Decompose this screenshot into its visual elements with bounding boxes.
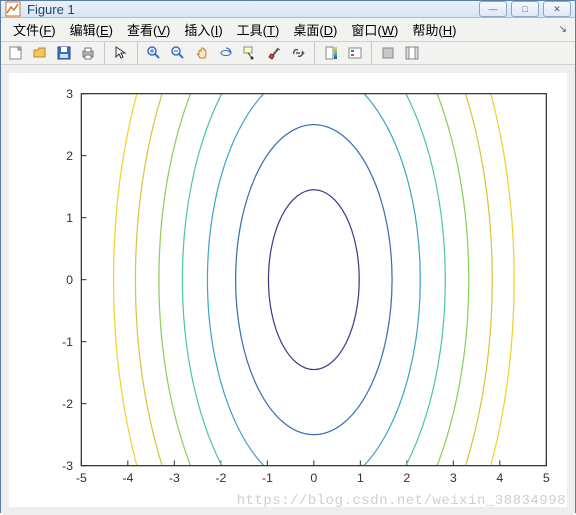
window-controls: — □ ✕ [479, 1, 571, 17]
toolbar-separator [314, 42, 315, 64]
link-button[interactable] [287, 42, 309, 64]
menu-item-i[interactable]: 插入(I) [178, 18, 228, 41]
zoom-in-button[interactable] [143, 42, 165, 64]
app-icon [5, 1, 21, 17]
dock-pin-icon[interactable]: ↘ [559, 24, 569, 35]
print-button[interactable] [77, 42, 99, 64]
menu-item-f[interactable]: 文件(F) [7, 18, 62, 41]
y-tick-label: 0 [66, 273, 73, 287]
menu-item-v[interactable]: 查看(V) [121, 18, 176, 41]
hide-plot-tools-button[interactable] [377, 42, 399, 64]
data-cursor-button[interactable] [239, 42, 261, 64]
x-tick-label: -1 [262, 471, 273, 485]
x-tick-label: -2 [215, 471, 226, 485]
y-tick-label: -2 [62, 397, 73, 411]
x-tick-label: -4 [122, 471, 133, 485]
menu-item-w[interactable]: 窗口(W) [345, 18, 404, 41]
y-tick-label: 3 [66, 87, 73, 101]
figure-area: -5 -4 -3 -2 -1 0 1 2 3 4 5 -3 -2 -1 0 1 2 3 [1, 65, 575, 515]
y-tick-label: -1 [62, 335, 73, 349]
toolbar-separator [137, 42, 138, 64]
open-button[interactable] [29, 42, 51, 64]
axes-panel[interactable]: -5 -4 -3 -2 -1 0 1 2 3 4 5 -3 -2 -1 0 1 2 3 [9, 73, 567, 507]
maximize-button[interactable]: □ [511, 1, 539, 17]
menu-item-d[interactable]: 桌面(D) [287, 18, 343, 41]
contour-plot: -5 -4 -3 -2 -1 0 1 2 3 4 5 -3 -2 -1 0 1 2 3 [9, 73, 567, 507]
x-tick-label: 5 [543, 471, 550, 485]
brush-button[interactable] [263, 42, 285, 64]
toolbar-separator [371, 42, 372, 64]
x-tick-label: 2 [403, 471, 410, 485]
save-button[interactable] [53, 42, 75, 64]
menu-item-h[interactable]: 帮助(H) [406, 18, 462, 41]
y-tick-label: -3 [62, 459, 73, 473]
menu-item-t[interactable]: 工具(T) [231, 18, 286, 41]
titlebar[interactable]: Figure 1 — □ ✕ [1, 1, 575, 18]
menu-item-e[interactable]: 编辑(E) [64, 18, 119, 41]
x-tick-label: 3 [450, 471, 457, 485]
window-title: Figure 1 [27, 2, 479, 17]
insert-legend-button[interactable] [344, 42, 366, 64]
y-tick-label: 1 [66, 211, 73, 225]
zoom-out-button[interactable] [167, 42, 189, 64]
pan-button[interactable] [191, 42, 213, 64]
minimize-button[interactable]: — [479, 1, 507, 17]
rotate-button[interactable] [215, 42, 237, 64]
x-tick-label: -3 [169, 471, 180, 485]
toolbar-separator [104, 42, 105, 64]
x-tick-label: 4 [496, 471, 503, 485]
new-figure-button[interactable] [5, 42, 27, 64]
figure-window: Figure 1 — □ ✕ 文件(F)编辑(E)查看(V)插入(I)工具(T)… [0, 0, 576, 513]
edit-pointer-button[interactable] [110, 42, 132, 64]
menubar: 文件(F)编辑(E)查看(V)插入(I)工具(T)桌面(D)窗口(W)帮助(H)… [1, 18, 575, 42]
x-tick-label: 0 [310, 471, 317, 485]
insert-colorbar-button[interactable] [320, 42, 342, 64]
show-plot-tools-button[interactable] [401, 42, 423, 64]
y-tick-label: 2 [66, 149, 73, 163]
x-tick-label: 1 [357, 471, 364, 485]
close-button[interactable]: ✕ [543, 1, 571, 17]
x-tick-label: -5 [76, 471, 87, 485]
toolbar [1, 42, 575, 65]
